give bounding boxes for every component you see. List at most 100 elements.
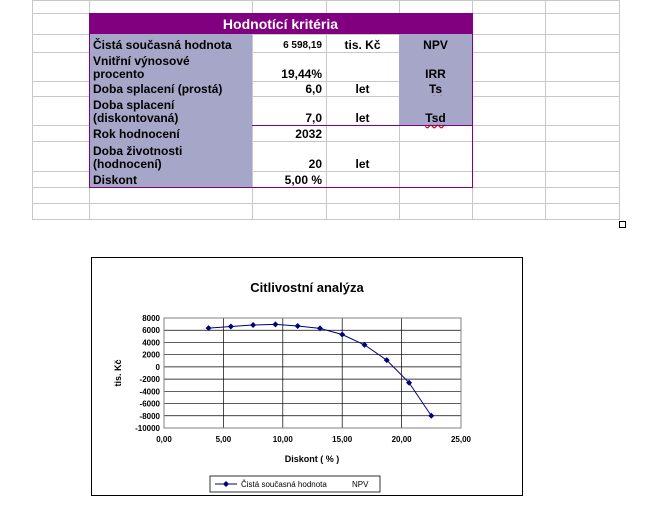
- row-value-cell[interactable]: 19,44%: [281, 67, 322, 81]
- grid-row-line: [32, 81, 620, 82]
- grid-row-line: [32, 96, 620, 97]
- y-tick-label: -8000: [140, 412, 161, 421]
- legend-box: [209, 475, 381, 493]
- row-label-cell[interactable]: Čistá současná hodnota: [89, 34, 252, 52]
- data-point: [406, 379, 413, 386]
- grid-row-line: [32, 203, 620, 204]
- plot-area: [163, 317, 462, 429]
- row-abbr-cell[interactable]: NPV: [399, 34, 472, 52]
- grid-column-line: [326, 0, 327, 219]
- resize-handle[interactable]: [619, 221, 626, 228]
- x-tick-label: 25,00: [451, 435, 472, 444]
- row-label: Rok hodnocení: [93, 127, 180, 141]
- row-label: Doba životnosti (hodnocení): [93, 145, 182, 171]
- row-label-line: Vnitřní výnosové: [93, 54, 190, 68]
- row-abbr: Tsd: [425, 111, 446, 125]
- row-value-cell[interactable]: 6,0: [305, 82, 322, 96]
- data-point: [250, 322, 257, 329]
- data-point: [361, 341, 368, 348]
- data-point: [227, 323, 234, 330]
- data-point: [316, 325, 323, 332]
- row-abbr: Ts: [428, 82, 443, 96]
- x-axis-label: Diskont ( % ): [285, 454, 340, 464]
- chart-svg: Citlivostní analýza 8000 6000 4000 2000 0 -200…: [113, 280, 472, 493]
- y-tick-label: -2000: [140, 375, 161, 384]
- row-abbr: NPV: [423, 38, 448, 52]
- grid-row-line: [32, 52, 620, 53]
- row-value-cell[interactable]: 20: [308, 157, 322, 171]
- table-border: [472, 13, 473, 188]
- row-label-line: (hodnocení): [93, 157, 162, 171]
- legend-label: Čistá současná hodnota: [241, 480, 327, 489]
- y-tick-label: 6000: [142, 326, 160, 335]
- row-value-cell[interactable]: 6 598,19: [283, 40, 322, 51]
- criteria-table: Hodnotící kritéria: [89, 13, 472, 188]
- data-point: [205, 325, 212, 332]
- row-label-line: Doba životnosti: [93, 144, 183, 158]
- row-value-cell[interactable]: 7,0: [305, 111, 322, 125]
- row-abbr-cell[interactable]: Tsd: [399, 96, 472, 125]
- row-abbr-cell[interactable]: [399, 141, 472, 171]
- row-label: Vnitřní výnosové procento: [93, 55, 190, 81]
- row-label-cell[interactable]: Doba splacení (prostá): [89, 81, 252, 96]
- grid-row-line: [32, 219, 620, 220]
- grid-column-line: [545, 0, 546, 219]
- chart-title: Citlivostní analýza: [250, 280, 364, 295]
- row-abbr-cell[interactable]: [399, 125, 472, 141]
- y-tick-label: 8000: [142, 314, 160, 323]
- row-label-cell[interactable]: Rok hodnocení: [89, 125, 252, 141]
- data-point: [428, 412, 435, 419]
- data-point: [383, 357, 390, 364]
- x-tick-label: 20,00: [392, 435, 413, 444]
- row-label-cell[interactable]: Doba splacení (diskontovaná): [89, 96, 252, 125]
- y-tick-label: 0: [156, 363, 161, 372]
- legend-marker: [223, 481, 229, 487]
- row-unit-cell[interactable]: [326, 125, 399, 141]
- grid-row-line: [32, 34, 620, 35]
- row-label-cell[interactable]: Doba životnosti (hodnocení): [89, 141, 252, 171]
- grid-row-line: [32, 141, 620, 142]
- table-border: [89, 187, 473, 188]
- y-tick-label: 2000: [142, 351, 160, 360]
- data-point: [294, 322, 301, 329]
- row-label-line: (diskontovaná): [93, 111, 179, 125]
- row-abbr-cell[interactable]: [399, 171, 472, 187]
- row-unit-cell[interactable]: let: [355, 157, 370, 171]
- legend-extra: NPV: [352, 480, 369, 489]
- row-value-cell[interactable]: 2032: [295, 127, 322, 141]
- series-line: [208, 323, 432, 417]
- grid-column-line: [619, 0, 620, 219]
- row-label-cell[interactable]: Diskont: [89, 171, 252, 187]
- data-point: [272, 321, 279, 328]
- row-abbr-cell[interactable]: IRR: [399, 52, 472, 81]
- sensitivity-chart[interactable]: Citlivostní analýza 8000 6000 4000 2000 0 -200…: [91, 257, 523, 496]
- data-point: [339, 331, 346, 338]
- grid-column-line: [32, 0, 33, 219]
- row-label: Doba splacení (diskontovaná): [93, 99, 178, 125]
- table-border: [89, 13, 90, 188]
- row-abbr-cell[interactable]: Ts: [399, 81, 472, 96]
- table-header: Hodnotící kritéria: [89, 13, 472, 34]
- row-label: Doba splacení (prostá): [93, 82, 223, 96]
- grid-row-line: [32, 0, 620, 1]
- grid-row-line: [32, 171, 620, 172]
- y-tick-label: -10000: [135, 424, 160, 433]
- row-label: Čistá současná hodnota: [93, 38, 232, 52]
- x-tick-label: 15,00: [332, 435, 353, 444]
- row-label-line: Doba splacení: [93, 98, 175, 112]
- table-border: [252, 125, 473, 126]
- row-value-cell[interactable]: 5,00 %: [284, 173, 322, 187]
- row-abbr: IRR: [425, 67, 446, 81]
- row-unit-cell[interactable]: [326, 171, 399, 187]
- row-unit-cell[interactable]: tis. Kč: [344, 38, 381, 52]
- row-unit-cell[interactable]: let: [355, 111, 370, 125]
- row-label-cell[interactable]: Vnitřní výnosové procento: [89, 52, 252, 81]
- x-tick-label: 0,00: [156, 435, 172, 444]
- row-unit-cell[interactable]: let: [355, 82, 370, 96]
- y-axis-label: tis. Kč: [113, 359, 123, 386]
- y-tick-label: -6000: [140, 400, 161, 409]
- row-unit-cell[interactable]: [326, 52, 399, 81]
- row-label-line: procento: [93, 67, 145, 81]
- y-tick-label: 4000: [142, 338, 160, 347]
- grid-column-line: [252, 0, 253, 219]
